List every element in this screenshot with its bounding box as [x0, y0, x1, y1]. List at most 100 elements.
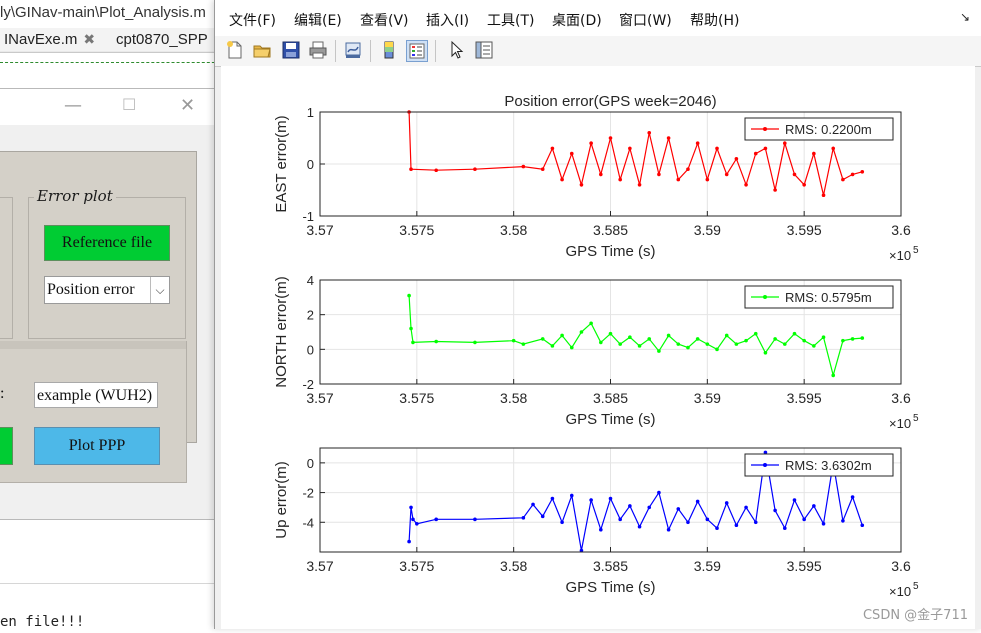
- data-point: [841, 338, 845, 343]
- editor-title: ly\GINav-main\Plot_Analysis.m: [0, 4, 206, 21]
- menu-desktop[interactable]: 桌面(D): [552, 13, 602, 29]
- data-point: [773, 337, 777, 341]
- print-icon[interactable]: [308, 40, 328, 60]
- data-point: [695, 499, 700, 504]
- data-point: [821, 335, 826, 340]
- data-point: [783, 342, 787, 346]
- menu-view[interactable]: 查看(V): [360, 13, 409, 29]
- command-window-divider: [0, 583, 230, 584]
- x-axis-exponent-power: 5: [913, 413, 919, 424]
- data-point: [695, 141, 700, 145]
- data-point: [841, 519, 845, 523]
- data-point: [409, 326, 413, 331]
- maximize-button[interactable]: ☐: [122, 95, 137, 114]
- open-folder-icon[interactable]: [252, 40, 272, 60]
- data-point: [407, 293, 411, 298]
- data-point: [821, 521, 826, 526]
- data-point: [473, 517, 477, 522]
- chevron-down-icon[interactable]: ⌵: [150, 277, 169, 303]
- editor-tab-inavexe[interactable]: INavExe.m ✖: [0, 28, 113, 51]
- menu-insert[interactable]: 插入(I): [426, 13, 470, 29]
- editor-tab-label: INavExe.m: [4, 31, 78, 48]
- legend-marker: [763, 463, 767, 467]
- data-point: [589, 498, 593, 502]
- legend-label: RMS: 0.5795m: [785, 290, 872, 305]
- data-point: [579, 330, 584, 334]
- data-point: [628, 335, 632, 340]
- new-figure-icon[interactable]: [225, 40, 245, 60]
- menu-help[interactable]: 帮助(H): [690, 13, 740, 29]
- axes-frame: [319, 447, 902, 553]
- data-point: [812, 504, 816, 508]
- data-point: [608, 331, 613, 336]
- editor-titlebar: ly\GINav-main\Plot_Analysis.m: [0, 0, 230, 28]
- y-axis-label: NORTH error(m): [273, 276, 290, 387]
- data-point: [802, 338, 806, 343]
- legend-marker: [763, 127, 767, 131]
- save-icon[interactable]: [281, 40, 301, 60]
- data-point: [560, 177, 564, 182]
- y-axis-label: Up error(m): [273, 461, 290, 539]
- data-point: [695, 337, 700, 341]
- minimize-button[interactable]: —: [64, 95, 82, 116]
- data-point: [831, 373, 836, 378]
- property-inspector-icon[interactable]: [474, 40, 494, 60]
- x-tick-label: 3.58: [500, 222, 527, 238]
- x-tick-label: 3.59: [694, 222, 721, 238]
- data-point: [821, 193, 826, 197]
- data-point: [783, 141, 787, 145]
- toolbar-separator: [370, 40, 371, 62]
- menu-file[interactable]: 文件(F): [229, 13, 276, 29]
- dock-arrow-icon[interactable]: ↘: [959, 10, 970, 24]
- data-point: [560, 520, 564, 525]
- data-point: [569, 345, 574, 350]
- data-point: [647, 131, 652, 135]
- x-tick-label: 3.575: [399, 222, 434, 238]
- colorbar-icon[interactable]: [379, 40, 399, 60]
- error-plot-panel-title: Error plot: [34, 187, 116, 205]
- legend-label: RMS: 0.2200m: [785, 122, 872, 137]
- data-point: [773, 188, 777, 192]
- data-point: [763, 146, 768, 151]
- close-button[interactable]: ✕: [180, 95, 196, 116]
- reference-file-button[interactable]: Reference file: [44, 225, 170, 261]
- plot-type-select-value: Position error: [47, 281, 135, 298]
- legend-icon[interactable]: [406, 40, 428, 62]
- csdn-watermark: CSDN @金子711: [862, 608, 968, 623]
- data-point: [599, 172, 603, 177]
- example-input[interactable]: example (WUH2): [34, 382, 158, 408]
- y-tick-label: -2: [302, 486, 314, 501]
- legend-box: [744, 285, 894, 309]
- x-axis-exponent: ×10: [889, 248, 911, 263]
- plot-ppp-button[interactable]: Plot PPP: [34, 427, 160, 465]
- plot-type-select[interactable]: Position error ⌵: [44, 276, 170, 304]
- figure-menubar: 文件(F) 编辑(E) 查看(V) 插入(I) 工具(T) 桌面(D) 窗口(W…: [215, 0, 981, 37]
- data-point: [812, 344, 816, 348]
- link-icon[interactable]: [343, 40, 363, 60]
- data-point: [637, 344, 642, 348]
- data-point: [473, 167, 477, 171]
- x-tick-label: 3.575: [399, 390, 434, 406]
- data-point: [734, 157, 739, 161]
- data-point: [841, 177, 845, 182]
- green-action-button[interactable]: [0, 427, 13, 465]
- data-point: [792, 498, 797, 502]
- code-separator-line: [0, 62, 230, 63]
- data-point: [666, 527, 671, 532]
- data-point: [409, 505, 413, 510]
- x-tick-label: 3.57: [306, 558, 333, 574]
- editor-tab-cpt0870[interactable]: cpt0870_SPP: [112, 28, 235, 51]
- menu-window[interactable]: 窗口(W): [619, 13, 672, 29]
- data-point: [783, 526, 787, 531]
- y-tick-label: -2: [302, 377, 314, 392]
- x-tick-label: 3.59: [694, 558, 721, 574]
- close-icon[interactable]: ✖: [83, 31, 96, 47]
- menu-tools[interactable]: 工具(T): [487, 13, 535, 29]
- x-tick-label: 3.595: [787, 558, 822, 574]
- menu-edit[interactable]: 编辑(E): [294, 13, 342, 29]
- y-tick-label: 0: [307, 456, 314, 471]
- x-tick-label: 3.58: [500, 390, 527, 406]
- data-point: [531, 502, 535, 507]
- figure-toolbar: [215, 36, 981, 67]
- pointer-icon[interactable]: [447, 40, 467, 60]
